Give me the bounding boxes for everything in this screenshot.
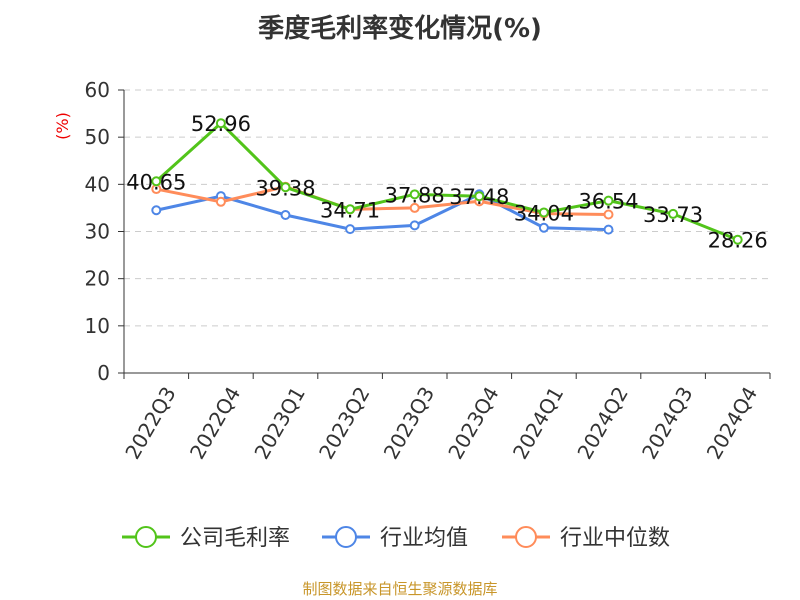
data-point [474,191,485,202]
series-line [156,185,609,217]
y-tick-label: 20 [85,267,110,291]
data-point [345,204,356,215]
data-point [151,205,162,216]
legend-marker [335,526,357,548]
legend-marker [515,526,537,548]
series-line [155,121,739,242]
y-tick-label: 10 [85,314,110,338]
x-tick-label: 2024Q1 [508,383,568,464]
data-label: 36.54 [578,190,638,214]
x-tick-label: 2024Q2 [572,383,632,464]
chart-title: 季度毛利率变化情况(%) [258,14,542,44]
y-tick-label: 50 [85,125,110,149]
legend-marker [135,526,157,548]
x-tick-label: 2024Q3 [637,383,697,464]
data-point [409,220,420,231]
data-label: 40.65 [126,170,186,194]
data-label: 37.88 [385,183,445,207]
data-point [668,208,679,219]
data-label: 39.38 [255,176,315,200]
x-tick-label: 2023Q1 [249,383,309,464]
data-point [215,196,226,207]
data-point [732,234,743,245]
x-tick-label: 2024Q4 [702,383,762,464]
data-point [409,202,420,213]
source-note: 制图数据来自恒生聚源数据库 [302,580,498,598]
data-label: 33.73 [643,203,703,227]
data-point [603,224,614,235]
data-label: 52.96 [191,112,251,136]
data-label: 34.71 [320,198,380,222]
legend-label: 公司毛利率 [180,526,290,551]
x-tick-label: 2023Q3 [379,383,439,464]
data-point [280,182,291,193]
x-tick-label: 2022Q3 [120,383,180,464]
data-point [151,176,162,187]
data-point [215,118,226,129]
data-point [603,209,614,220]
data-label: 37.48 [449,185,509,209]
y-tick-label: 0 [97,361,110,385]
data-label: 34.04 [514,201,574,225]
x-tick-label: 2023Q4 [443,383,503,464]
data-point [538,207,549,218]
data-point [538,222,549,233]
x-tick-label: 2022Q4 [185,383,245,464]
y-axis-label: (%) [53,112,72,140]
y-tick-label: 30 [85,220,110,244]
data-point [603,195,614,206]
data-point [409,189,420,200]
y-tick-label: 40 [85,172,110,196]
data-point [280,209,291,220]
y-tick-label: 60 [85,78,110,102]
legend-label: 行业中位数 [560,526,670,551]
legend-label: 行业均值 [380,526,468,551]
x-tick-label: 2023Q2 [314,383,374,464]
data-point [345,224,356,235]
data-label: 28.26 [708,229,768,253]
